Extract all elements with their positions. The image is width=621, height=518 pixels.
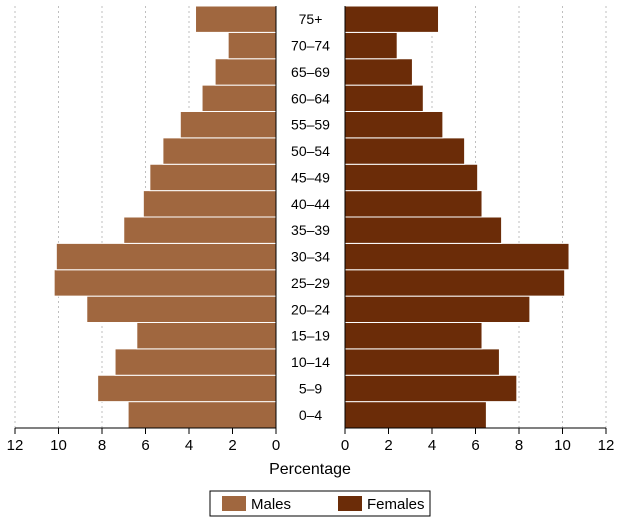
bar-females-11 [344,111,444,139]
x-tick-label: 0 [272,437,280,454]
bar-females-9 [344,163,479,192]
bar-males-7 [123,216,277,244]
x-tick-label: 12 [598,437,615,454]
age-group-label: 20–24 [291,301,330,317]
x-ticks: 12 10 8 6 4 2 0 0 2 4 6 8 10 12 [7,428,615,454]
x-tick-label: 6 [471,437,479,454]
bar-males-15 [195,5,277,33]
age-group-label: 40–44 [291,196,330,212]
x-tick-label: 10 [554,437,571,454]
age-group-label: 75+ [299,11,323,27]
x-tick-label: 12 [7,437,24,454]
bar-males-8 [142,190,277,218]
age-group-label: 60–64 [291,90,330,106]
bar-females-13 [344,58,413,86]
bar-females-10 [344,137,466,165]
x-tick-label: 2 [228,437,236,454]
age-group-label: 65–69 [291,64,330,80]
bar-males-3 [136,322,277,350]
x-tick-label: 0 [341,437,349,454]
x-tick-label: 10 [50,437,67,454]
bar-males-13 [214,58,277,86]
age-group-label: 15–19 [291,328,330,344]
bar-females-15 [344,5,440,33]
legend: Males Females [209,490,431,517]
x-tick-label: 2 [384,437,392,454]
bar-females-7 [344,216,503,244]
bar-males-10 [162,137,277,165]
bar-females-4 [344,295,531,323]
x-tick-label: 8 [98,437,106,454]
bar-males-0 [127,401,277,429]
bar-females-12 [344,84,424,112]
age-group-label: 5–9 [299,380,323,396]
bar-females-2 [344,348,500,376]
bar-females-14 [344,31,398,60]
x-tick-label: 8 [515,437,523,454]
bar-females-8 [344,190,483,218]
legend-box [209,490,431,517]
bar-males-6 [55,242,277,271]
bar-males-14 [227,31,277,60]
age-group-label: 35–39 [291,222,330,238]
bar-males-4 [86,295,277,323]
age-group-label: 45–49 [291,169,330,185]
bar-males-9 [149,163,277,192]
bars-layer [53,5,570,429]
bar-females-0 [344,401,487,429]
age-group-label: 55–59 [291,117,330,133]
x-axis-label: Percentage [269,461,351,478]
age-group-label: 25–29 [291,275,330,291]
legend-label-males: Males [251,496,291,513]
bar-females-5 [344,269,566,297]
x-tick-label: 6 [141,437,149,454]
bar-males-2 [114,348,277,376]
age-group-label: 10–14 [291,354,330,370]
axis-layer: 12 10 8 6 4 2 0 0 2 4 6 8 10 12 [7,6,615,454]
age-group-label: 50–54 [291,143,330,159]
age-labels: 0–4 5–9 10–14 15–19 20–24 25–29 30–34 35–39 40–4… [291,11,330,423]
bar-males-12 [201,84,277,112]
bar-females-3 [344,322,483,350]
age-group-label: 30–34 [291,249,330,265]
bar-females-1 [344,374,518,403]
age-group-label: 0–4 [299,407,323,423]
legend-swatch-females [338,496,362,511]
bar-males-1 [97,374,277,403]
bar-females-6 [344,242,570,271]
age-group-label: 70–74 [291,38,330,54]
legend-swatch-males [222,496,246,511]
bar-males-5 [53,269,277,297]
bar-males-11 [179,111,277,139]
legend-label-females: Females [367,496,425,513]
x-tick-label: 4 [185,437,193,454]
x-tick-label: 4 [428,437,436,454]
